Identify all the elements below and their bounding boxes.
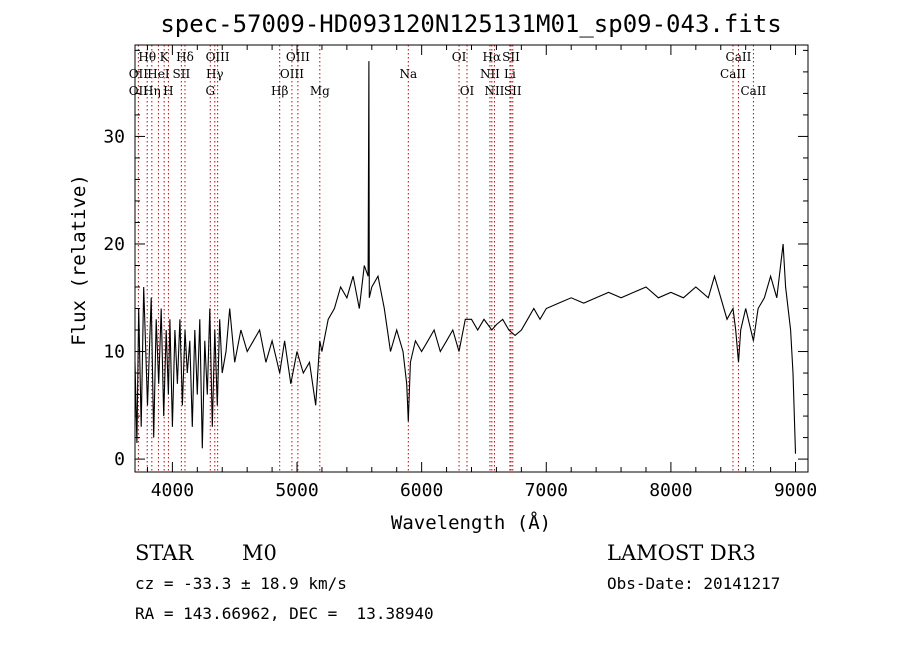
object-class: STAR: [135, 541, 194, 565]
spectral-line-label: Hδ: [176, 50, 194, 64]
spectral-line-label: Li: [504, 67, 516, 81]
spectral-line-label: Mg: [310, 84, 330, 98]
x-tick-label: 8000: [649, 480, 692, 501]
spectral-line-label: CaII: [720, 67, 746, 81]
spectrum-series-line: [134, 61, 797, 454]
spectral-line-label: OII: [129, 84, 149, 98]
spectral-line-label: OI: [452, 50, 467, 64]
spectral-line-label: Hα: [483, 50, 502, 64]
chart-title: spec-57009-HD093120N125131M01_sp09-043.f…: [160, 10, 781, 38]
spectral-line-label: OIII: [206, 50, 230, 64]
spectral-line-label: Hγ: [206, 67, 224, 81]
spectral-line-label: Hη: [143, 84, 161, 98]
x-axis-label: Wavelength (Å): [391, 511, 551, 534]
x-tick-label: 9000: [774, 480, 817, 501]
spectral-line-label: HeI: [147, 67, 170, 81]
spectral-line-label: NII: [480, 67, 500, 81]
y-tick-label: 30: [103, 126, 125, 147]
spectral-subclass: M0: [242, 541, 277, 565]
x-tick-label: 5000: [275, 480, 318, 501]
y-axis-ticks: 0 10 20 30: [103, 49, 808, 470]
survey-name: LAMOST DR3: [607, 541, 756, 565]
spectral-line-label: Hθ: [138, 50, 156, 64]
spectral-line-label: CaII: [726, 50, 752, 64]
y-tick-label: 10: [103, 342, 125, 363]
spectral-line-label: H: [163, 84, 173, 98]
spectral-line-label: OI: [460, 84, 475, 98]
spectral-line-label: CaII: [740, 84, 766, 98]
observation-date: Obs-Date: 20141217: [607, 574, 780, 593]
spectral-line-label: SII: [173, 67, 191, 81]
spectral-line-label: Na: [399, 67, 417, 81]
x-tick-label: 6000: [400, 480, 443, 501]
plot-frame: [134, 44, 809, 473]
spectral-line-label: K: [160, 50, 170, 64]
spectral-line-label: Hβ: [271, 84, 288, 98]
y-tick-label: 20: [103, 234, 125, 255]
spectral-line-label: SII: [502, 50, 520, 64]
x-axis-ticks: 4000 5000 6000 7000 8000 9000: [146, 45, 817, 501]
spectral-line-label: OII: [129, 67, 149, 81]
x-tick-label: 7000: [525, 480, 568, 501]
spectral-line-label: G: [205, 84, 215, 98]
y-tick-label: 0: [114, 449, 125, 470]
spectral-line-label: OIII: [286, 50, 310, 64]
spectral-line-label: NII: [484, 84, 504, 98]
spectral-line-label: OIII: [280, 67, 304, 81]
spectral-line-label: SII: [504, 84, 522, 98]
spectral-line-markers: [137, 45, 754, 472]
coordinates: RA = 143.66962, DEC = 13.38940: [135, 604, 434, 623]
x-tick-label: 4000: [151, 480, 194, 501]
redshift-velocity: cz = -33.3 ± 18.9 km/s: [135, 574, 347, 593]
y-axis-label: Flux (relative): [68, 174, 90, 346]
